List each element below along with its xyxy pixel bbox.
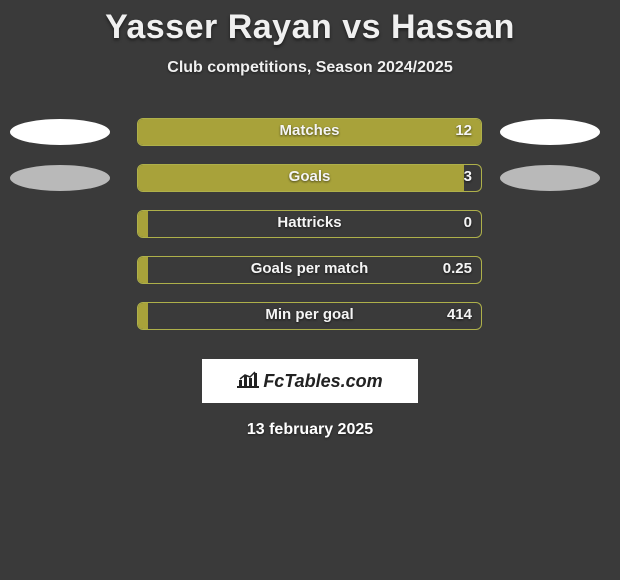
stats-container: Matches12Goals3Hattricks0Goals per match… <box>0 119 620 349</box>
bar-track <box>137 210 482 238</box>
ellipse-left <box>10 119 110 145</box>
ellipse-left <box>10 165 110 191</box>
stat-row: Min per goal414 <box>0 303 620 349</box>
date-label: 13 february 2025 <box>0 421 620 439</box>
page-title: Yasser Rayan vs Hassan <box>0 0 620 47</box>
bar-track <box>137 164 482 192</box>
logo-box: FcTables.com <box>202 359 418 403</box>
bar-fill <box>138 303 148 329</box>
stat-row: Goals per match0.25 <box>0 257 620 303</box>
bar-fill <box>138 119 481 145</box>
bar-fill <box>138 165 464 191</box>
stat-row: Matches12 <box>0 119 620 165</box>
stat-row: Goals3 <box>0 165 620 211</box>
bar-fill <box>138 211 148 237</box>
stat-row: Hattricks0 <box>0 211 620 257</box>
subtitle: Club competitions, Season 2024/2025 <box>0 59 620 77</box>
logo-text: FcTables.com <box>263 371 382 392</box>
ellipse-right <box>500 119 600 145</box>
bar-fill <box>138 257 148 283</box>
ellipse-right <box>500 165 600 191</box>
chart-icon <box>237 370 259 393</box>
bar-track <box>137 256 482 284</box>
bar-track <box>137 118 482 146</box>
bar-track <box>137 302 482 330</box>
